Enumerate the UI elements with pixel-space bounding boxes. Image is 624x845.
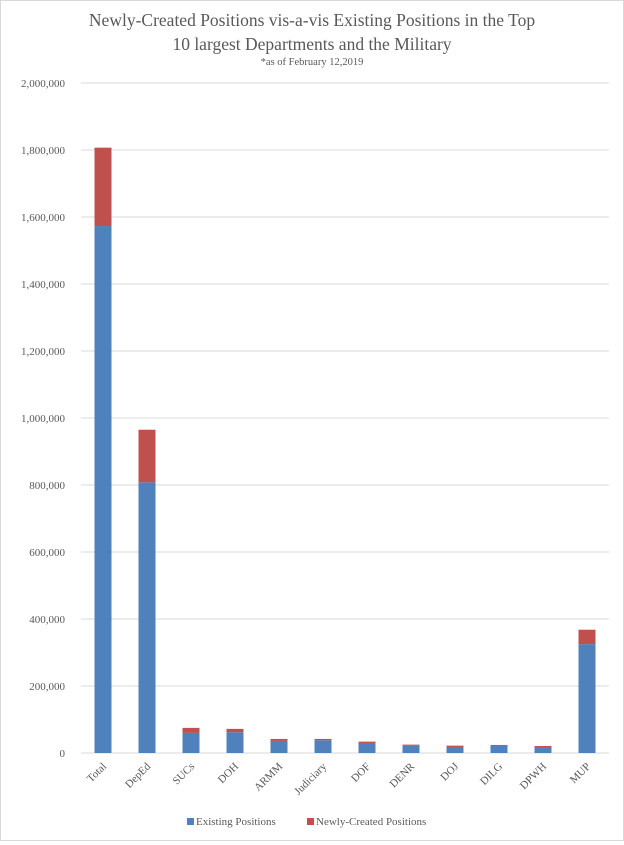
bar-existing-positions [446,746,464,753]
y-tick-label: 200,000 [29,681,65,693]
bar-existing-positions [226,732,244,753]
y-tick-label: 1,400,000 [21,279,66,291]
chart-subtitle: *as of February 12,2019 [261,57,364,68]
legend-swatch [187,818,194,825]
bar-existing-positions [490,745,508,753]
bars [94,147,596,754]
x-tick-label: ARMM [252,760,285,793]
x-tick-label: DPWH [518,761,549,792]
x-axis-labels: Total DepEd SUCs DOH ARMM Judiciary DOF DENR DOJ… [85,760,593,798]
bar-existing-positions [94,226,112,754]
x-tick-label: DILG [478,761,505,788]
y-tick-label: 1,000,000 [21,413,66,425]
bar-existing-positions [314,740,332,753]
bar-newly-created-positions [270,738,288,741]
legend-label: Newly-Created Positions [316,816,426,828]
bar-existing-positions [578,644,596,753]
chart-title-line-2: 10 largest Departments and the Military [172,34,451,54]
y-tick-label: 600,000 [29,547,65,559]
x-tick-label: DepEd [123,760,153,790]
legend-swatch [307,818,314,825]
bar-newly-created-positions [138,429,156,483]
chart-title-line-1: Newly-Created Positions vis-a-vis Existi… [89,10,535,30]
bar-existing-positions [182,732,200,753]
bar-existing-positions [138,482,156,753]
bar-newly-created-positions [94,147,112,227]
x-tick-label: DOH [216,761,241,786]
bar-existing-positions [402,745,420,753]
y-tick-label: 0 [60,748,66,760]
bar-newly-created-positions [182,727,200,733]
bar-newly-created-positions [358,741,376,743]
x-tick-label: Judiciary [292,760,329,797]
legend-label: Existing Positions [196,816,276,828]
bar-existing-positions [534,746,552,753]
y-tick-label: 2,000,000 [21,78,66,90]
x-tick-label: Total [85,761,109,785]
bar-newly-created-positions [578,629,596,645]
bar-existing-positions [358,742,376,753]
y-tick-label: 800,000 [29,480,65,492]
bar-newly-created-positions [226,728,244,733]
bar-newly-created-positions [490,744,508,746]
x-tick-label: DENR [387,760,417,790]
y-tick-label: 1,800,000 [21,145,66,157]
legend: Existing Positions Newly-Created Position… [187,816,426,828]
bar-newly-created-positions [534,745,552,747]
x-tick-label: DOF [349,761,373,785]
bar-newly-created-positions [314,738,332,741]
x-tick-label: MUP [568,761,593,786]
y-tick-label: 400,000 [29,614,65,626]
x-tick-label: DOJ [438,760,461,783]
gridlines: 0 200,000 400,000 600,000 800,000 1,000,000 1,… [21,78,609,760]
bar-newly-created-positions [446,745,464,747]
y-tick-label: 1,200,000 [21,346,66,358]
x-tick-label: SUCs [170,761,197,788]
y-tick-label: 1,600,000 [21,212,66,224]
bar-newly-created-positions [402,744,420,746]
bar-existing-positions [270,740,288,753]
